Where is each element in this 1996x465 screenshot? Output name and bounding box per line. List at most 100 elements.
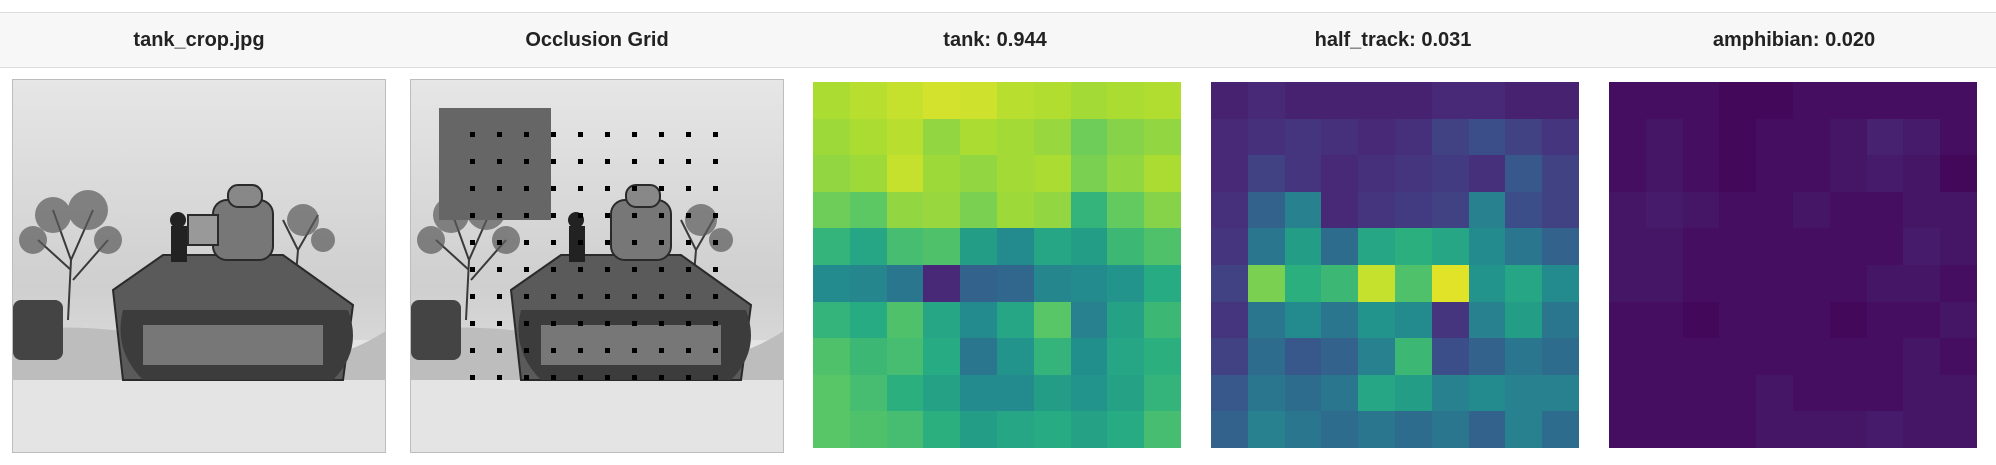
heatmap-cell <box>1682 191 1720 229</box>
occlusion-dot <box>632 132 637 137</box>
heatmap-cell <box>813 155 850 192</box>
heatmap-cell <box>1321 411 1359 448</box>
occlusion-dot <box>497 294 502 299</box>
occlusion-dot <box>686 240 691 245</box>
heatmap-cell <box>849 118 887 156</box>
occlusion-dot <box>578 375 583 380</box>
heatmap-cell <box>1792 155 1830 192</box>
heatmap-cell <box>1070 155 1108 192</box>
heatmap-cell <box>1505 82 1543 119</box>
occlusion-dot <box>578 321 583 326</box>
occlusion-dot <box>686 132 691 137</box>
heatmap-cell <box>1756 191 1793 229</box>
heatmap-cell <box>1829 411 1867 448</box>
heatmap-cell <box>1107 301 1145 339</box>
heatmap-cell <box>1468 191 1506 229</box>
heatmap-cell <box>849 301 887 339</box>
heatmap-cell <box>1033 374 1071 412</box>
heatmap-cell <box>923 191 961 229</box>
heatmap-cell <box>1719 155 1757 192</box>
heatmap-cell <box>1645 82 1683 119</box>
heatmap-cell <box>849 411 887 448</box>
heatmap-cell <box>1144 155 1181 192</box>
heatmap-cell <box>886 82 924 119</box>
heatmap-cell <box>1903 374 1941 412</box>
occlusion-dot <box>659 267 664 272</box>
column-header-bar: tank_crop.jpg Occlusion Grid tank: 0.944… <box>0 12 1996 68</box>
heatmap-cell <box>813 411 850 448</box>
heatmap-cell <box>886 155 924 192</box>
occlusion-dot <box>632 213 637 218</box>
heatmap-cell <box>1431 264 1469 302</box>
heatmap-cell <box>1829 191 1867 229</box>
heatmap-cell <box>1792 338 1830 375</box>
occlusion-dot <box>713 294 718 299</box>
occlusion-dot <box>605 132 610 137</box>
heatmap-cell <box>849 374 887 412</box>
heatmap-cell <box>1682 155 1720 192</box>
occlusion-dot <box>632 294 637 299</box>
heatmap-cell <box>1505 374 1543 412</box>
occlusion-dot <box>659 294 664 299</box>
heatmap-cell <box>1431 82 1469 119</box>
heatmap-cell <box>1940 228 1977 265</box>
heatmap-cell <box>813 301 850 339</box>
heatmap-cell <box>1609 411 1646 448</box>
heatmap-cell <box>1247 191 1285 229</box>
heatmap-cell <box>1505 301 1543 339</box>
heatmap-cell <box>1940 264 1977 302</box>
heatmap-cell <box>1756 374 1793 412</box>
occlusion-dot <box>470 267 475 272</box>
heatmap-cell <box>1247 301 1285 339</box>
heatmap-cell <box>1033 228 1071 265</box>
heatmap-cell <box>1033 411 1071 448</box>
occlusion-dot <box>524 186 529 191</box>
occlusion-dot <box>605 348 610 353</box>
heatmap-cell <box>1468 82 1506 119</box>
heatmap-cell <box>1903 338 1941 375</box>
heatmap-cell <box>1358 338 1395 375</box>
occlusion-dot <box>632 321 637 326</box>
heatmap-cell <box>813 374 850 412</box>
heatmap-cell <box>1542 118 1579 156</box>
heatmap-cell <box>1321 191 1359 229</box>
heatmap-cell <box>1505 411 1543 448</box>
occlusion-dot <box>605 186 610 191</box>
heatmap-cell <box>1682 374 1720 412</box>
heatmap-cell <box>1609 82 1646 119</box>
heatmap-cell <box>1468 155 1506 192</box>
col-title-original: tank_crop.jpg <box>133 29 265 51</box>
heatmap-cell <box>1866 301 1904 339</box>
heatmap-cell <box>1144 338 1181 375</box>
occlusion-dot <box>524 213 529 218</box>
occlusion-dot <box>524 240 529 245</box>
heatmap-cell <box>1505 338 1543 375</box>
heatmap-cell <box>1505 191 1543 229</box>
heatmap-cell <box>1829 228 1867 265</box>
occlusion-dot <box>470 132 475 137</box>
heatmap-cell <box>1866 264 1904 302</box>
heatmap-cell <box>1284 264 1322 302</box>
heatmap-cell <box>1211 301 1248 339</box>
heatmap-cell <box>960 338 997 375</box>
heatmap-cell <box>960 411 997 448</box>
heatmap-cell <box>1682 264 1720 302</box>
heatmap-cell <box>1940 155 1977 192</box>
heatmap-cell <box>1829 82 1867 119</box>
heatmap-cell <box>1682 228 1720 265</box>
heatmap-cell <box>1033 155 1071 192</box>
heatmap-cell <box>1284 82 1322 119</box>
heatmap-cell <box>1358 228 1395 265</box>
heatmap-cell <box>923 301 961 339</box>
heatmap-cell <box>849 191 887 229</box>
heatmap-cell <box>1211 338 1248 375</box>
heatmap-cell <box>1033 82 1071 119</box>
occlusion-dot <box>551 186 556 191</box>
occlusion-dot <box>578 186 583 191</box>
heatmap-cell <box>996 301 1034 339</box>
heatmap-cell <box>1394 264 1432 302</box>
heatmap-cell <box>996 155 1034 192</box>
heatmap-cell <box>1107 82 1145 119</box>
heatmap-cell <box>1682 301 1720 339</box>
heatmap-cell <box>1792 191 1830 229</box>
